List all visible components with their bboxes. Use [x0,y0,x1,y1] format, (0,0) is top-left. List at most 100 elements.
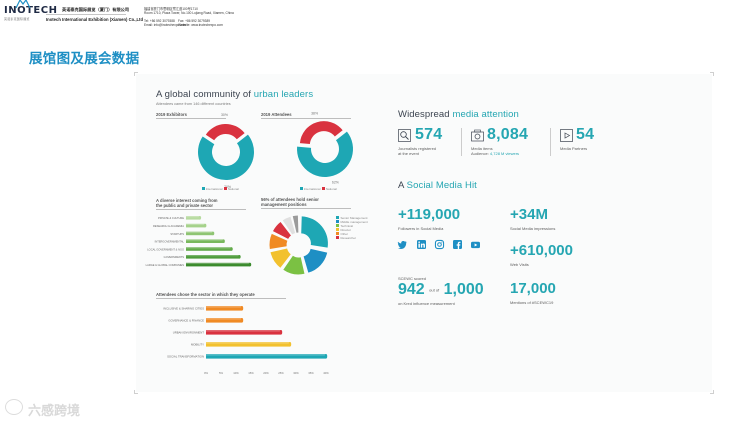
pie-slice [272,222,291,239]
legend-swatch [336,232,339,235]
bar-cap [238,255,241,259]
legend-swatch [202,187,205,190]
axis-tick-label: 0% [204,371,209,375]
donut1-underline [156,118,226,119]
title-part: Widespread [398,109,453,120]
klout-desc: on Kred influence measurement [398,301,455,306]
bar-label: MOBILITY [191,343,204,347]
legend-swatch [224,187,228,190]
klout-score: 942 out of 1,000 [398,281,484,299]
bar [186,216,202,220]
media-partners-count: 54 [576,126,595,143]
bar-cap [324,354,328,359]
contact-fax: Fax: +86 592 3079389 [178,19,210,23]
company-name-block: 英诺泰克国际展览（厦门）有限公司 [62,7,129,12]
axis-tick-label: 25% [278,371,284,375]
contact-block-right: Fax: +86 592 3079389 Website: www.inotec… [178,19,223,27]
bar-body [206,318,242,323]
bar-label: INTERGOVERNMENTAL [155,240,185,244]
twitter-icon [397,240,407,249]
pie-legend-item: Middle management [336,220,368,224]
bar-label: SOCIAL TRANSFORMATION [167,355,204,359]
legend-swatch [336,236,339,239]
mentions-desc: Mentions of #SCEWC19 [510,300,554,305]
facebook-icon [453,240,462,249]
address-en: Room 1710, Plaza Tower, No.100 Lujiang R… [144,11,234,15]
title-accent: media attention [452,109,519,120]
contact-website: Website: www.inotechexpo.com [178,23,223,27]
desc-highlight: 4,728 M viewers [489,151,520,156]
header-divider [46,14,126,15]
bar-cap [288,342,292,347]
contact-tel: Tel: +86 592 3079388 [144,19,175,23]
page-title: 展馆图及展会数据 [29,51,140,67]
pie-legend-item: Senior Management [336,216,368,220]
bar [186,223,207,228]
bar-highlight [186,231,214,233]
instagram-icon [434,239,445,250]
bar-body [206,330,281,335]
axis-tick-label: 30% [293,371,299,375]
legend-label: Director [340,228,352,232]
axis-tick-label: 10% [233,371,239,375]
bar-highlight [186,247,232,249]
desc-line: Media items [471,146,493,151]
bar-body [206,354,326,359]
pie-slice [303,248,328,273]
desc-line: at the event [398,151,419,156]
legend-swatch [300,187,303,190]
bar-body [186,239,224,243]
company-name-en: Inotech International Exhibition (Xiamen… [46,17,144,22]
bar-body [186,216,200,220]
legend-label: National [227,187,239,191]
pie-legend-item: Director [336,228,368,232]
bar-body [186,247,232,251]
legend-swatch [336,228,339,231]
bars2-heading: Attendees chose the sector in which they… [156,292,255,297]
social-media-title: A Social Media Hit [398,180,477,191]
bar-body [186,255,240,259]
bar-highlight [206,342,290,344]
bar-cap [279,330,283,335]
desc-part: Audience: [471,151,490,156]
pie-slice [301,216,328,248]
bar-highlight [186,216,200,218]
media-attention-title: Widespread media attention [398,109,519,120]
bars1-heading-2: the public and private sector [156,203,214,208]
bar-label: RESEARCH & ACADEMIA [153,224,184,228]
bar-cap [198,216,202,220]
pie-heading-2: management positions [261,202,307,207]
company-name-en-block: Inotech International Exhibition (Xiamen… [46,17,144,22]
pie-slice [282,216,296,235]
bar [206,318,244,323]
legend-label: Other [340,232,349,236]
management-pie-chart [269,215,328,275]
bar-highlight [206,354,326,356]
bar-highlight [206,318,242,320]
legend-swatch [336,216,339,219]
bar-highlight [206,330,281,332]
legend-swatch [336,224,339,227]
klout-outof: out of [429,287,440,293]
donut-percent-label: 62% [332,180,339,184]
bar-cap [248,262,252,267]
pie-slice [292,215,299,233]
media-items-desc: Media items Audience: 4,728 M viewers [471,146,519,156]
bar [186,255,241,259]
desc-line: Journalists registered [398,146,437,151]
bar [186,247,233,251]
logo-mark-icon [15,0,31,9]
pie-heading-1: 56% of attendees hold senior [261,197,319,202]
youtube-icon [471,241,480,249]
bar [206,354,328,359]
web-visits-count: +610,000 [510,242,573,259]
donut-percent-label: 30% [221,113,228,117]
legend-label: Researcher [340,236,357,240]
bar-highlight [186,239,224,241]
bar [186,239,225,243]
web-visits-desc: Web Visits [510,262,529,267]
bar [206,306,244,311]
contact-email: Email: info@inotechexpo.com [144,23,187,27]
stat-divider [550,128,551,156]
donut-slice-national [205,124,245,141]
